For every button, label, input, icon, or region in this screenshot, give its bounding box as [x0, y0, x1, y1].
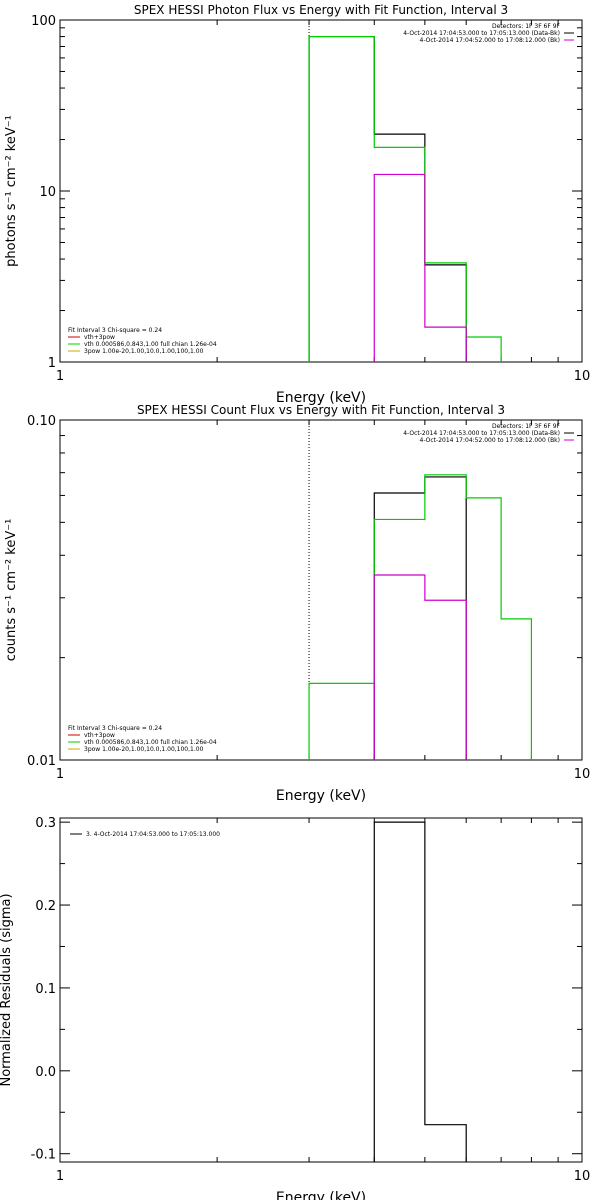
- y-axis-label: photons s⁻¹ cm⁻² keV⁻¹: [4, 115, 19, 267]
- legend-entry-text: 4-Oct-2014 17:04:52.000 to 17:08:12.000 …: [420, 437, 561, 444]
- x-axis-label: Energy (keV): [276, 390, 366, 406]
- y-tick-label: -0.1: [31, 1148, 56, 1163]
- y-tick-label: 0.0: [35, 1065, 56, 1080]
- plot-frame-2: [59, 419, 583, 761]
- x-axis-label: Energy (keV): [276, 788, 366, 804]
- chart-title-2: SPEX HESSI Count Flux vs Energy with Fit…: [137, 403, 505, 417]
- series-histogram-2: [308, 35, 502, 362]
- legend-entry-text: vth+3pow: [84, 732, 115, 739]
- legend-entry-text: vth 0.000586,0.843,1.00 full chian 1.26e…: [84, 341, 217, 348]
- x-tick-label: 10: [574, 767, 591, 782]
- legend-entry-text: vth+3pow: [84, 334, 115, 341]
- y-tick-label: 10: [39, 185, 56, 200]
- legend-entry-text: 3pow 1.00e-20,1.00,10.0,1.00,100,1.00: [84, 348, 204, 355]
- legend-entry-text: 4-Oct-2014 17:04:52.000 to 17:08:12.000 …: [420, 37, 561, 44]
- legend-entry-text: Fit Interval 3 Chi-square = 0.24: [68, 725, 162, 732]
- legend-entry-text: Detectors: 1F 3F 6F 9F: [492, 23, 561, 30]
- y-axis-label: Normalized Residuals (sigma): [0, 893, 14, 1086]
- legend-entry-text: 4-Oct-2014 17:04:53.000 to 17:05:13.000 …: [403, 30, 560, 37]
- legend-entry-text: Fit Interval 3 Chi-square = 0.24: [68, 327, 162, 334]
- legend-entry-text: vth 0.000586,0.843,1.00 full chian 1.26e…: [84, 739, 217, 746]
- plot-frame-1: [59, 19, 583, 363]
- series-histogram-1: [373, 821, 467, 1162]
- y-tick-label: 0.01: [27, 754, 56, 769]
- x-tick-label: 10: [574, 369, 591, 384]
- x-tick-label: 10: [574, 1169, 591, 1184]
- chart-title-1: SPEX HESSI Photon Flux vs Energy with Fi…: [134, 3, 508, 17]
- y-tick-label: 0.2: [35, 899, 56, 914]
- x-axis-label: Energy (keV): [276, 1190, 366, 1200]
- y-tick-label: 0.1: [35, 982, 56, 997]
- y-tick-label: 0.10: [27, 414, 56, 429]
- y-tick-label: 0.3: [35, 816, 56, 831]
- legend-entry-text: 3pow 1.00e-20,1.00,10.0,1.00,100,1.00: [84, 746, 204, 753]
- series-histogram-2: [308, 474, 533, 760]
- series-histogram-1: [308, 35, 467, 362]
- y-tick-label: 1: [48, 356, 56, 371]
- x-tick-label: 1: [56, 369, 64, 384]
- legend-entry-text: 4-Oct-2014 17:04:53.000 to 17:05:13.000 …: [403, 430, 560, 437]
- y-tick-label: 100: [31, 14, 56, 29]
- series-histogram-3: [373, 574, 467, 760]
- series-histogram-3: [373, 173, 467, 362]
- x-tick-label: 1: [56, 767, 64, 782]
- x-tick-label: 1: [56, 1169, 64, 1184]
- legend-entry-text: 3. 4-Oct-2014 17:04:53.000 to 17:05:13.0…: [86, 831, 220, 838]
- y-axis-label: counts s⁻¹ cm⁻² keV⁻¹: [4, 519, 19, 662]
- plot-frame-3: [59, 817, 583, 1163]
- legend-entry-text: Detectors: 1F 3F 6F 9F: [492, 423, 561, 430]
